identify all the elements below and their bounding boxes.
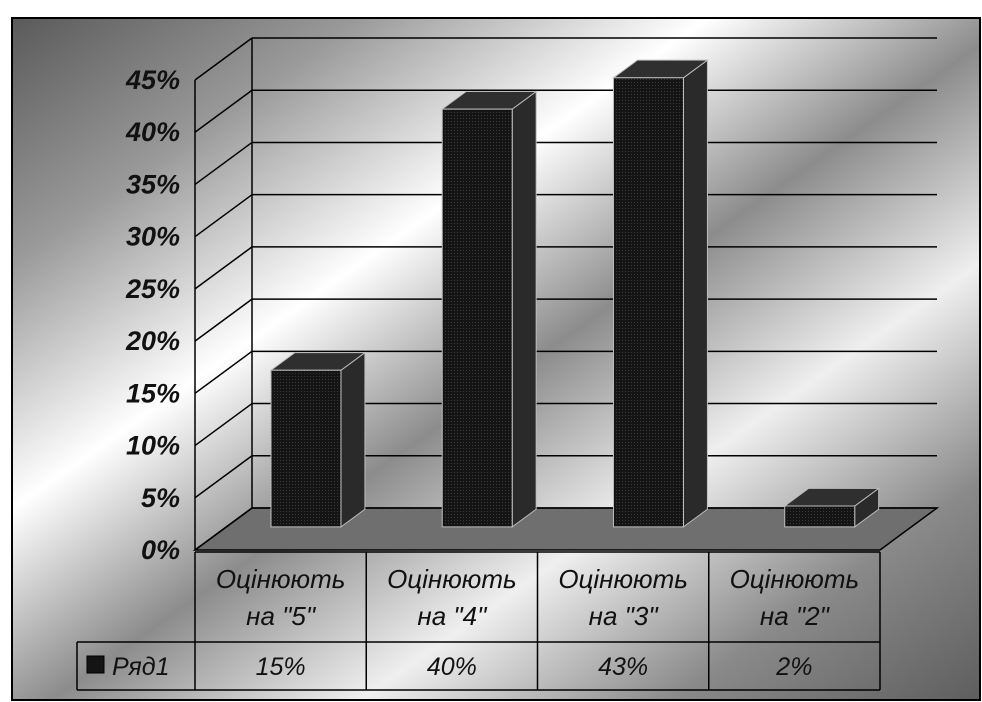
x-tick-label: Оцінюють [558, 564, 688, 594]
side-wall-line [194, 350, 253, 394]
bar-front [270, 369, 342, 528]
y-tick-label: 40% [125, 117, 180, 147]
x-tick-label: на "2" [760, 601, 831, 631]
bar-front [784, 505, 856, 528]
bar-side [511, 90, 537, 528]
side-wall-line [194, 194, 253, 238]
data-label: 40% [427, 653, 477, 681]
bar [783, 487, 881, 528]
legend-swatch [86, 655, 105, 674]
bar-front [612, 77, 684, 528]
y-tick-label: 20% [125, 326, 180, 356]
y-tick-label: 10% [126, 431, 180, 461]
y-axis: 0% 5% 10% 15% 20% 25% 30% 35% 40% 45% [125, 65, 180, 565]
y-tick-label: 25% [125, 274, 180, 304]
bar-side [682, 59, 708, 528]
side-wall-line [194, 37, 253, 81]
side-wall-line [194, 89, 253, 133]
side-wall-line [194, 246, 253, 290]
data-label: 2% [775, 653, 812, 681]
side-wall-line [194, 507, 253, 551]
x-tick-label: на "4" [417, 601, 488, 631]
x-tick-label: Оцінюють [216, 564, 346, 594]
data-table: Оцінюють на "5" Оцінюють на "4" Оцінюють на "… [76, 551, 881, 691]
bar [440, 90, 538, 528]
y-tick-label: 15% [126, 378, 180, 408]
y-tick-label: 30% [126, 222, 180, 252]
y-tick-label: 45% [125, 65, 180, 95]
data-label: 15% [256, 653, 306, 681]
plot-area [192, 37, 940, 551]
y-tick-label: 0% [141, 535, 180, 565]
side-wall-line [194, 402, 253, 447]
y-tick-label: 35% [126, 169, 180, 199]
bar-side [340, 351, 366, 528]
bars [269, 59, 881, 528]
side-wall-line [194, 455, 253, 499]
y-tick-label: 5% [141, 483, 180, 513]
side-wall-line [194, 298, 253, 342]
bar [269, 351, 367, 528]
x-tick-label: на "5" [246, 601, 317, 631]
x-tick-label: на "3" [589, 601, 660, 631]
bar [611, 59, 709, 528]
legend-series-name: Ряд1 [112, 653, 169, 681]
bar-front [441, 108, 513, 528]
x-tick-label: Оцінюють [730, 564, 860, 594]
x-tick-label: Оцінюють [387, 564, 517, 594]
data-label: 43% [598, 653, 648, 681]
side-wall-line [194, 141, 253, 186]
